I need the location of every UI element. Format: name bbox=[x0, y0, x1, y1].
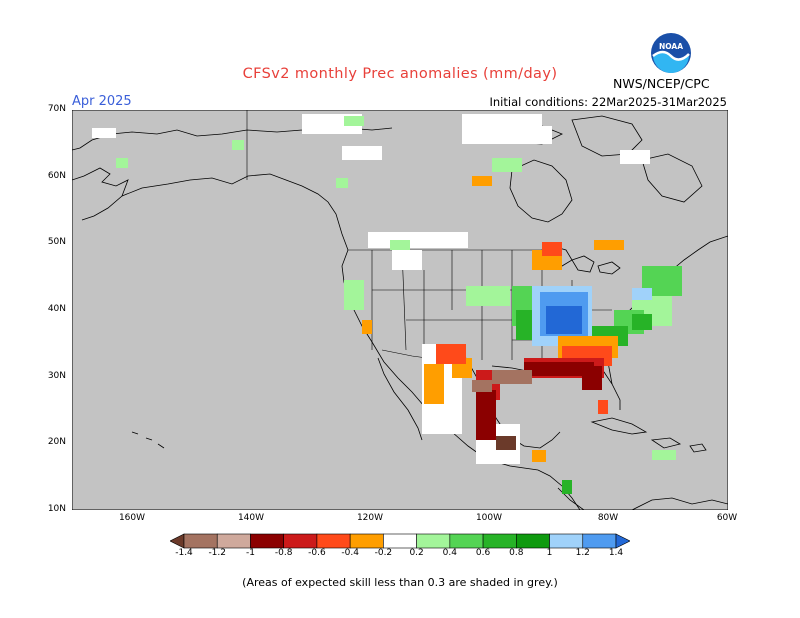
colorbar-cell bbox=[349, 533, 384, 549]
colorbar-label: 1.2 bbox=[575, 548, 590, 558]
colorbar-label: -0.6 bbox=[308, 548, 326, 558]
colorbar-cell bbox=[416, 533, 451, 549]
lat-label-10n: 10N bbox=[47, 504, 66, 514]
noaa-logo-icon: NOAA bbox=[651, 33, 691, 74]
skill-footnote: (Areas of expected skill less than 0.3 a… bbox=[242, 576, 558, 589]
precip-anomaly-map bbox=[72, 110, 728, 510]
colorbar-cell bbox=[549, 533, 584, 549]
colorbar-label: 0.2 bbox=[409, 548, 424, 558]
colorbar bbox=[170, 533, 630, 549]
colorbar-label: 0.6 bbox=[475, 548, 491, 558]
colorbar-label: 1 bbox=[546, 548, 553, 558]
lat-label-20n: 20N bbox=[47, 437, 66, 447]
lat-label-50n: 50N bbox=[47, 237, 66, 247]
colorbar-label: 0.8 bbox=[509, 548, 524, 558]
colorbar-cell bbox=[183, 533, 218, 549]
lon-label-100w: 100W bbox=[475, 513, 503, 523]
svg-text:NOAA: NOAA bbox=[659, 42, 683, 51]
lon-label-160w: 160W bbox=[118, 513, 146, 523]
lon-label-60w: 60W bbox=[716, 513, 738, 523]
colorbar-cell bbox=[482, 533, 517, 549]
colorbar-label: -1 bbox=[245, 548, 255, 558]
colorbar-label: 0.4 bbox=[442, 548, 457, 558]
lat-label-60n: 60N bbox=[47, 171, 66, 181]
lon-label-80w: 80W bbox=[597, 513, 619, 523]
colorbar-cell bbox=[316, 533, 351, 549]
agency-label: NWS/NCEP/CPC bbox=[613, 76, 710, 91]
colorbar-cell bbox=[383, 533, 417, 549]
lat-label-30n: 30N bbox=[47, 371, 66, 381]
dry-extreme-areas bbox=[472, 370, 532, 392]
colorbar-label: -1.4 bbox=[175, 548, 193, 558]
colorbar-cell bbox=[170, 533, 185, 549]
colorbar-cell bbox=[615, 533, 630, 549]
dry-maximum-areas bbox=[496, 436, 516, 450]
colorbar-label: 1.4 bbox=[608, 548, 624, 558]
colorbar-cell bbox=[283, 533, 318, 549]
colorbar-label: -0.4 bbox=[341, 548, 359, 558]
lat-label-40n: 40N bbox=[47, 304, 66, 314]
colorbar-label: -1.2 bbox=[208, 548, 226, 558]
colorbar-cell bbox=[582, 533, 617, 549]
forecast-month: Apr 2025 bbox=[72, 94, 132, 109]
colorbar-cell bbox=[449, 533, 484, 549]
initial-conditions: Initial conditions: 22Mar2025-31Mar2025 bbox=[489, 95, 727, 109]
colorbar-cell bbox=[516, 533, 550, 549]
colorbar-cell bbox=[216, 533, 251, 549]
wet-extreme-areas bbox=[546, 306, 582, 334]
lon-label-120w: 120W bbox=[356, 513, 384, 523]
lat-label-70n: 70N bbox=[47, 104, 66, 114]
colorbar-cell bbox=[250, 533, 284, 549]
dry-very-strong-areas bbox=[476, 362, 602, 440]
lon-label-140w: 140W bbox=[237, 513, 265, 523]
map-title: CFSv2 monthly Prec anomalies (mm/day) bbox=[242, 66, 558, 82]
colorbar-label: -0.8 bbox=[274, 548, 293, 558]
colorbar-label: -0.2 bbox=[374, 548, 393, 558]
